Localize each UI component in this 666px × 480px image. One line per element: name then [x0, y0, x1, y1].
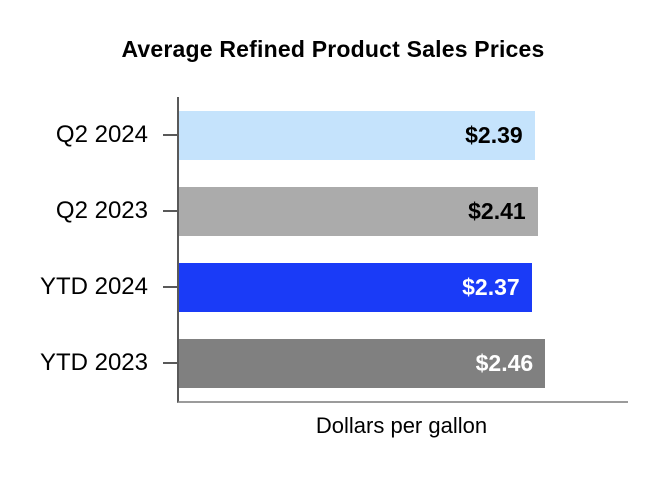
x-axis-title: Dollars per gallon: [315, 413, 488, 438]
category-label: Q2 2023: [55, 197, 148, 224]
axis-tick: [163, 210, 177, 212]
category-label: Q2 2024: [55, 121, 148, 148]
bar-value-label: $2.46: [475, 349, 534, 376]
axis-tick: [163, 362, 177, 364]
category-label: YTD 2023: [39, 349, 148, 376]
chart-title: Average Refined Product Sales Prices: [121, 36, 545, 62]
bar-value-label: $2.39: [465, 121, 523, 148]
plot-area: $2.39 $2.41 $2.37 $2.46: [177, 97, 628, 403]
axis-tick: [163, 286, 177, 288]
bar-ytd-2023: $2.46: [179, 338, 546, 388]
category-label: YTD 2024: [39, 273, 148, 300]
bar-q2-2023: $2.41: [179, 186, 538, 236]
bar-q2-2024: $2.39: [179, 110, 535, 160]
bar-value-label: $2.37: [462, 273, 520, 300]
bar-ytd-2024: $2.37: [179, 262, 532, 312]
bar-value-label: $2.41: [468, 197, 526, 224]
axis-tick: [163, 134, 177, 136]
